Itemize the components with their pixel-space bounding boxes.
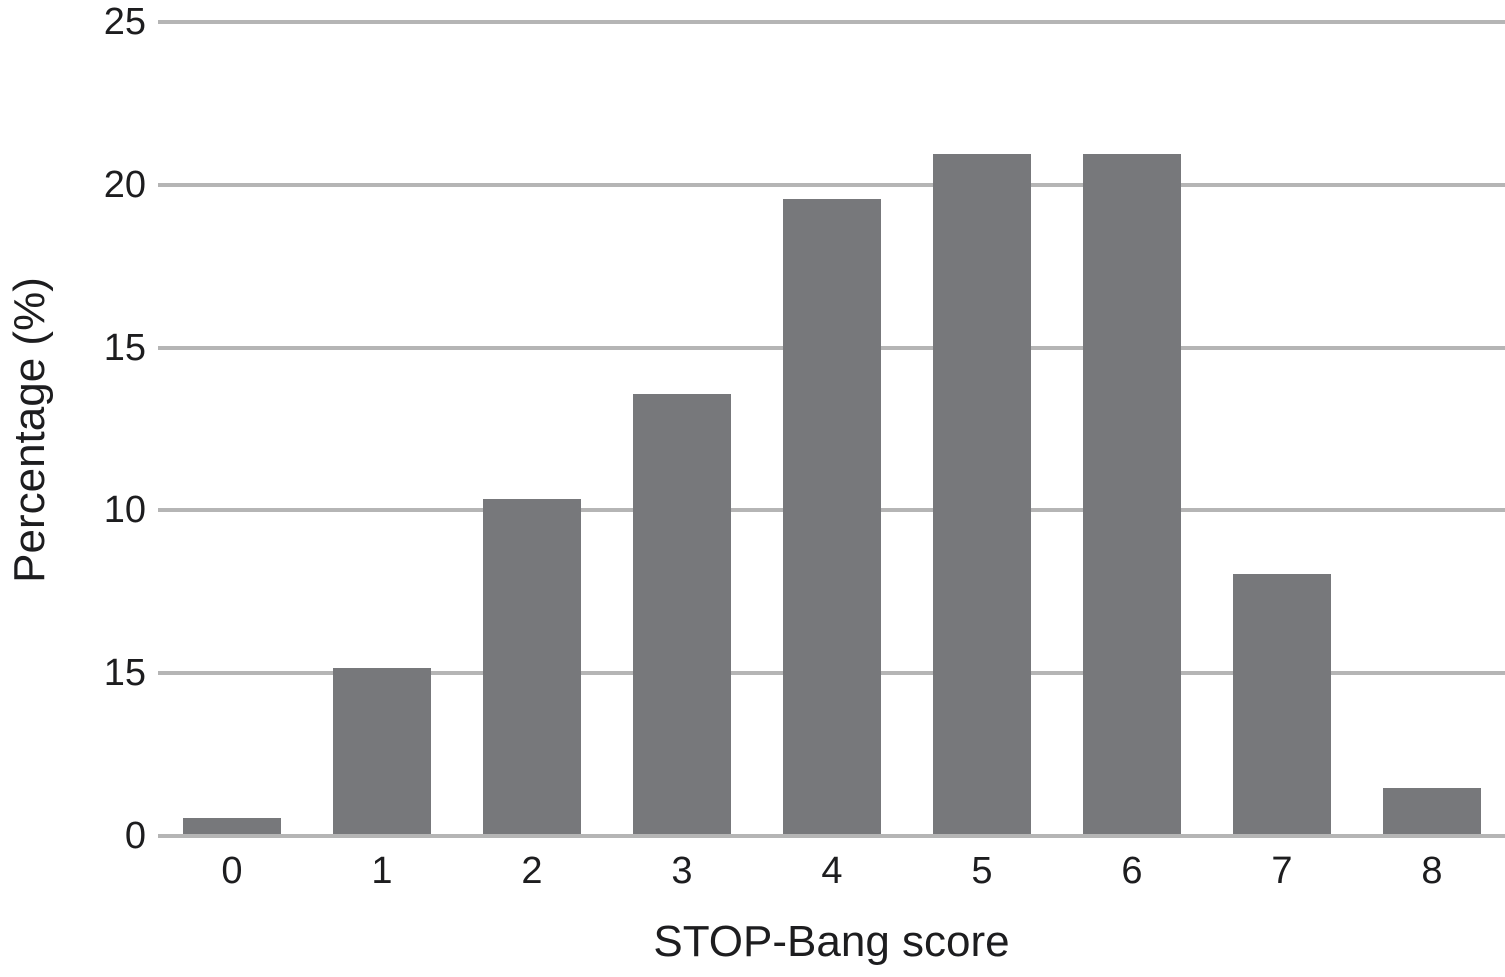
- x-tick-label: 8: [1421, 850, 1443, 892]
- x-tick-label: 2: [521, 850, 543, 892]
- y-axis-title: Percentage (%): [5, 277, 54, 583]
- bar-score-7: [1233, 573, 1331, 834]
- y-tick-label: 15: [103, 652, 146, 695]
- bar-score-8: [1383, 788, 1481, 834]
- y-tick-label: 15: [103, 326, 146, 369]
- bar-score-1: [333, 667, 431, 834]
- bar-score-4: [783, 199, 881, 834]
- x-tick-label: 1: [371, 850, 393, 892]
- x-tick-label: 5: [971, 850, 993, 892]
- x-tick-label: 0: [221, 850, 243, 892]
- bar-score-6: [1083, 153, 1181, 834]
- x-tick-label: 4: [821, 850, 843, 892]
- bar-score-3: [633, 394, 731, 834]
- plot-area: [158, 20, 1505, 838]
- y-tick-label: 10: [103, 489, 146, 532]
- bar-score-5: [933, 153, 1031, 834]
- x-axis-title: STOP-Bang score: [653, 917, 1010, 966]
- gridline: [158, 182, 1505, 187]
- y-tick-label: 20: [103, 163, 146, 206]
- y-tick-label: 25: [103, 1, 146, 43]
- bar-score-2: [483, 498, 581, 834]
- bar-score-0: [183, 817, 281, 834]
- x-tick-label: 7: [1271, 850, 1293, 892]
- x-tick-label: 6: [1121, 850, 1143, 892]
- y-tick-label: 0: [124, 815, 146, 857]
- gridline: [158, 20, 1505, 24]
- x-tick-label: 3: [671, 850, 693, 892]
- gridline: [158, 834, 1505, 838]
